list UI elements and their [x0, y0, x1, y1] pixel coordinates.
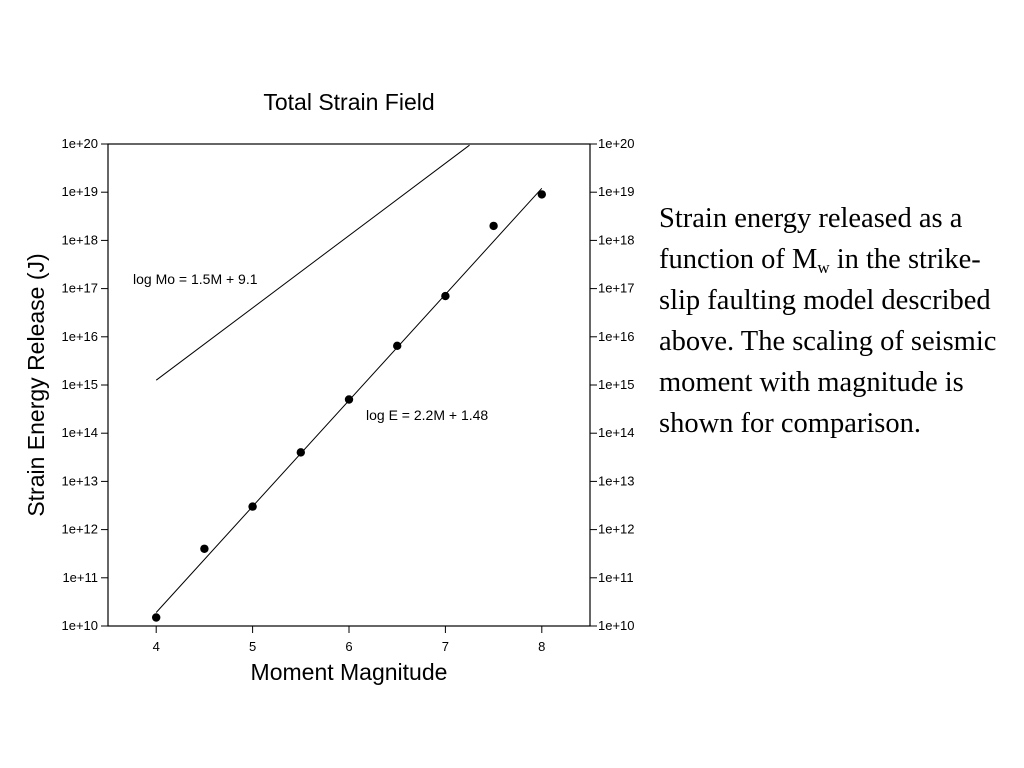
figure-caption: Strain energy released as a function of …: [659, 198, 1019, 444]
y-axis-label: Strain Energy Release (J): [23, 253, 49, 516]
data-point: [200, 545, 208, 553]
y-axis: 1e+10 1e+10 1e+11 1e+11 1e+12 1e+12 1e+13 1e+13…: [61, 136, 634, 633]
chart-title: Total Strain Field: [263, 89, 434, 115]
y-tick-label-left: 1e+19: [61, 184, 98, 199]
y-tick-label-left: 1e+10: [61, 618, 98, 633]
y-tick-label-right: 1e+13: [598, 473, 635, 488]
x-axis-label: Moment Magnitude: [251, 659, 448, 685]
y-tick-label-left: 1e+12: [61, 522, 98, 537]
data-point: [152, 613, 160, 621]
y-tick-label-left: 1e+18: [61, 232, 98, 247]
fit-lines: log Mo = 1.5M + 9.1 log E = 2.2M + 1.48: [133, 145, 542, 612]
caption-subscript: w: [817, 258, 829, 277]
fit-line-label-2: log E = 2.2M + 1.48: [366, 407, 488, 423]
y-tick-label-right: 1e+18: [598, 232, 635, 247]
y-tick-label-right: 1e+17: [598, 281, 635, 296]
y-tick-label-right: 1e+16: [598, 329, 635, 344]
x-tick-label: 4: [153, 639, 160, 654]
data-point: [345, 395, 353, 403]
y-tick-label-left: 1e+17: [61, 281, 98, 296]
data-point: [297, 448, 305, 456]
y-tick-label-left: 1e+14: [61, 425, 98, 440]
y-tick-label-left: 1e+15: [61, 377, 98, 392]
y-tick-label-left: 1e+16: [61, 329, 98, 344]
y-tick-label-right: 1e+11: [598, 570, 634, 585]
x-tick-label: 5: [249, 639, 256, 654]
data-points: [152, 190, 546, 622]
data-point: [393, 342, 401, 350]
y-tick-label-right: 1e+20: [598, 136, 635, 151]
y-tick-label-left: 1e+11: [62, 570, 98, 585]
x-tick-label: 6: [345, 639, 352, 654]
x-axis: 4 5 6 7 8: [153, 626, 546, 654]
y-tick-label-right: 1e+10: [598, 618, 635, 633]
y-tick-label-right: 1e+15: [598, 377, 635, 392]
fit-line-label-1: log Mo = 1.5M + 9.1: [133, 271, 258, 287]
y-tick-label-left: 1e+20: [61, 136, 98, 151]
fit-line-1: [156, 145, 469, 380]
x-tick-label: 7: [442, 639, 449, 654]
data-point: [489, 222, 497, 230]
y-tick-label-right: 1e+12: [598, 522, 635, 537]
y-tick-label-right: 1e+19: [598, 184, 635, 199]
plot-frame: [108, 144, 590, 626]
data-point: [248, 502, 256, 510]
y-tick-label-right: 1e+14: [598, 425, 635, 440]
x-tick-label: 8: [538, 639, 545, 654]
y-tick-label-left: 1e+13: [61, 473, 98, 488]
data-point: [538, 190, 546, 198]
data-point: [441, 292, 449, 300]
